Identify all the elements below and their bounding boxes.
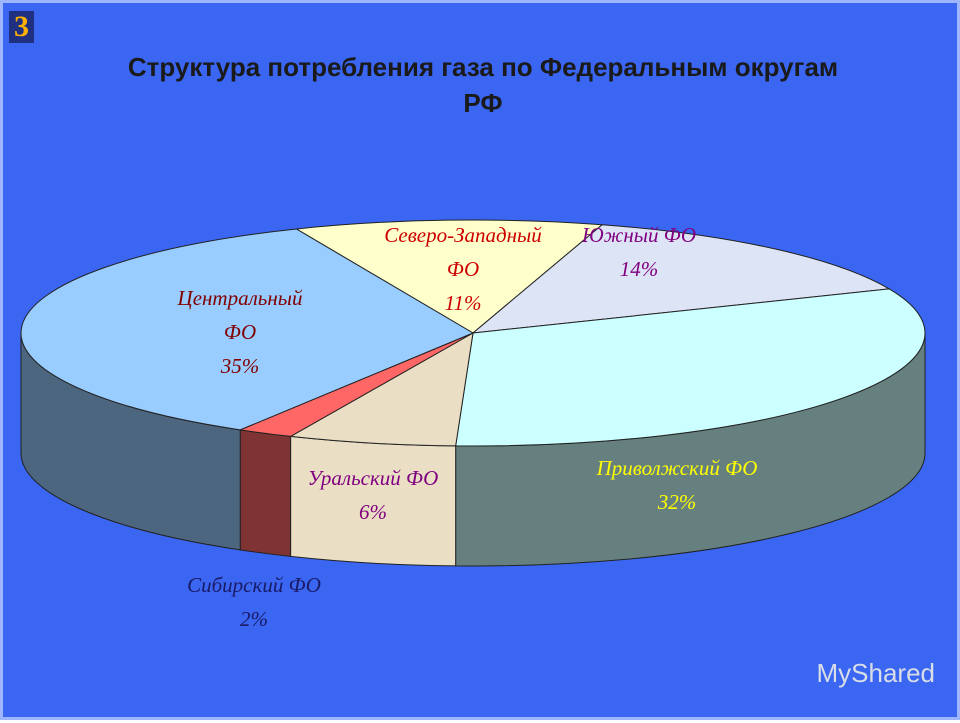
slice	[20, 228, 475, 431]
slice	[455, 288, 926, 447]
slice-label: Сибирский ФО 2%	[179, 568, 329, 636]
slice-label: Центральный ФО 35%	[165, 281, 315, 383]
slice	[294, 219, 604, 334]
value-label: 14%	[619, 257, 659, 281]
category-name: Южный ФО	[581, 223, 697, 247]
value-label: 11%	[444, 291, 482, 315]
watermark: MyShared	[816, 658, 936, 688]
slice	[289, 332, 474, 447]
slice-label: Южный ФО 14%	[564, 218, 714, 286]
slide-number: 3	[9, 11, 34, 43]
category-name: Сибирский ФО	[187, 573, 321, 597]
slice-side	[239, 429, 292, 557]
category-name: Приволжский ФО	[596, 456, 758, 480]
chart-title: Структура потребления газа по Федеральны…	[127, 52, 839, 118]
slice-label: Приволжский ФО 32%	[582, 451, 772, 519]
value-label: 32%	[657, 490, 697, 514]
chart	[20, 219, 926, 567]
value-label: 2%	[240, 607, 268, 631]
slice	[471, 224, 891, 334]
value-label: 35%	[220, 354, 260, 378]
category-name: Уральский ФО	[307, 466, 439, 490]
value-label: 6%	[359, 500, 387, 524]
slice-label: Северо-Западный ФО 11%	[373, 218, 553, 320]
category-name: Северо-Западный ФО	[384, 223, 542, 281]
slice-label: Уральский ФО 6%	[298, 461, 448, 529]
category-name: Центральный ФО	[177, 286, 303, 344]
